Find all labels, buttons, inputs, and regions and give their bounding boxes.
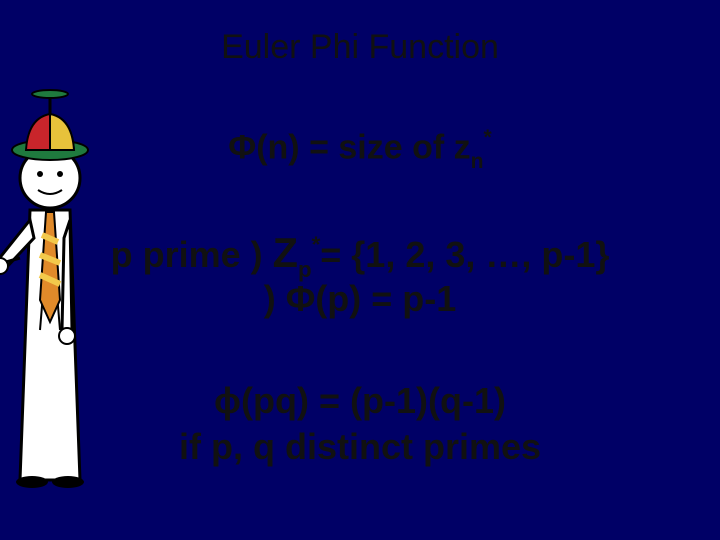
title-text: Euler Phi Function (221, 28, 499, 66)
slide: Euler Phi Function Φ(n) = size of zn* p … (0, 0, 720, 540)
Z-symbol: Z (273, 230, 298, 276)
paren-implies-2: ) (264, 278, 286, 319)
prime-case-line-2: ) Φ(p) = p-1 (0, 278, 720, 320)
sup-star: * (484, 126, 492, 149)
phi-p-result: (p) = p-1 (315, 278, 456, 319)
product-case-line-1: ϕ(pq) = (p-1)(q-1) (0, 380, 720, 422)
slide-title: Euler Phi Function (0, 28, 720, 67)
phi-symbol-3: ϕ (214, 380, 241, 421)
definition-line: Φ(n) = size of zn* (0, 128, 720, 172)
prime-case-line-1: p prime ) Zp*= {1, 2, 3, …, p-1} (0, 230, 720, 281)
prime-prefix: p prime (111, 234, 251, 275)
paren-implies-1: ) (251, 234, 273, 275)
sup-star-2: * (312, 232, 321, 257)
phi-symbol: Φ (228, 128, 256, 166)
definition-body: (n) = size of z (256, 128, 470, 166)
phi-symbol-2: Φ (286, 278, 316, 319)
set-equals: = {1, 2, 3, …, p-1} (320, 234, 609, 275)
pq-formula: (pq) = (p-1)(q-1) (241, 380, 506, 421)
sub-n: n (471, 150, 484, 173)
product-case-line-2: if p, q distinct primes (0, 426, 720, 468)
distinct-primes-condition: if p, q distinct primes (179, 426, 541, 467)
